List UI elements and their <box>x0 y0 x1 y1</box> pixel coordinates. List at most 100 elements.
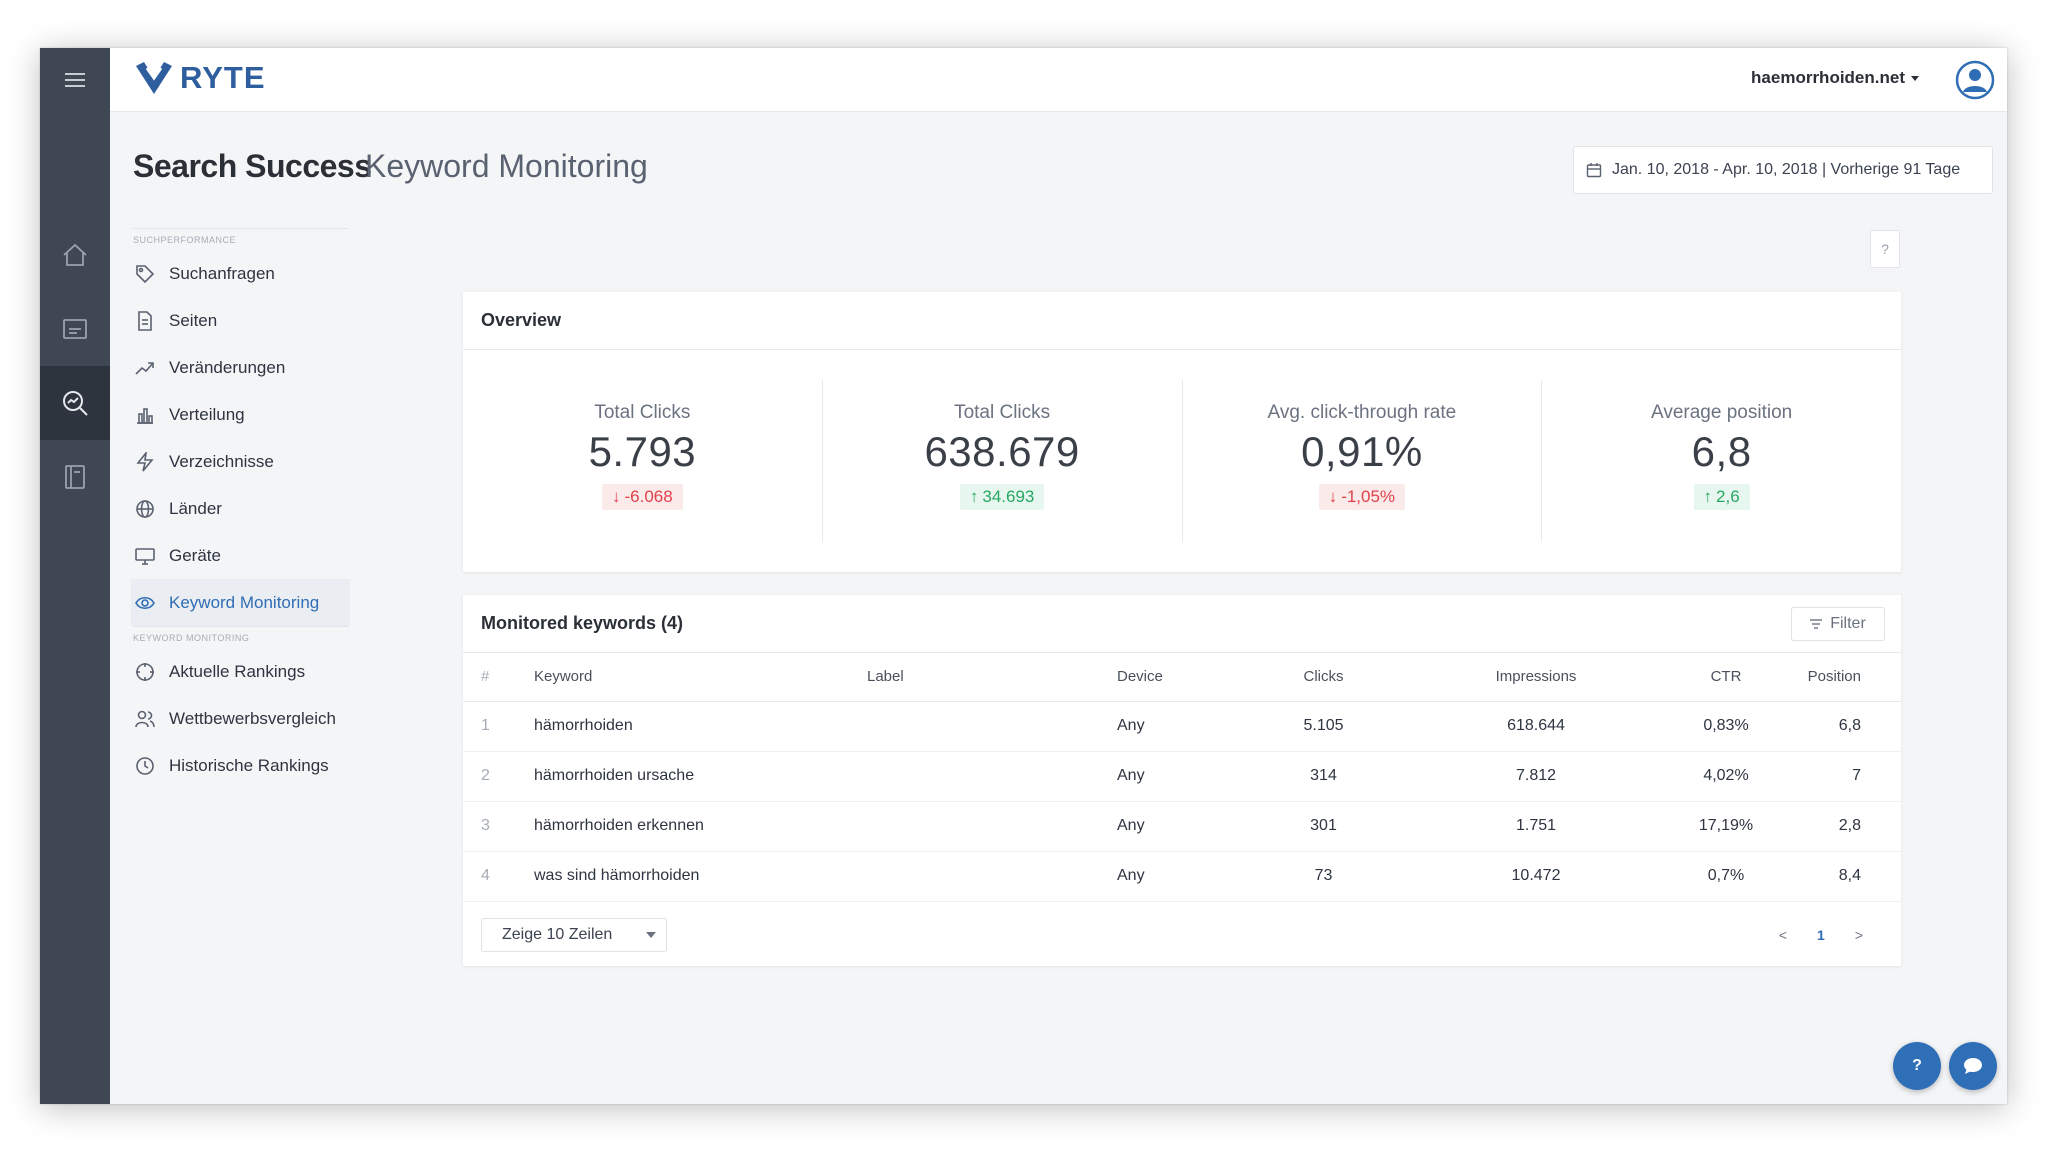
pagination-prev-button[interactable]: < <box>1778 927 1788 943</box>
menu-toggle-button[interactable] <box>40 48 110 112</box>
rows-per-page-select[interactable]: Zeige 10 Zeilen <box>481 918 667 952</box>
domain-selector[interactable]: haemorrhoiden.net <box>1751 68 1919 88</box>
row-number: 4 <box>463 851 533 902</box>
sidebar-item-suchanfragen[interactable]: Suchanfragen <box>133 250 348 297</box>
eye-icon <box>135 596 155 609</box>
sidebar-item-verteilung[interactable]: Verteilung <box>133 391 348 438</box>
stat-delta: ↑ 34.693 <box>959 484 1045 510</box>
chevron-down-icon <box>1911 75 1919 81</box>
stat-label: Avg. click-through rate <box>1267 402 1457 423</box>
sidebar-item-veraenderungen[interactable]: Veränderungen <box>133 344 348 391</box>
rail-reports-button[interactable] <box>40 440 110 514</box>
stat-delta-value: -1,05% <box>1341 487 1396 506</box>
user-icon <box>1955 60 1995 100</box>
user-avatar[interactable] <box>1955 60 1995 105</box>
sidebar-item-laender[interactable]: Länder <box>133 485 348 532</box>
sidebar-item-verzeichnisse[interactable]: Verzeichnisse <box>133 438 348 485</box>
keywords-table: # Keyword Label Device Clicks Impression… <box>463 653 1901 902</box>
row-clicks: 301 <box>1236 801 1411 852</box>
chevron-down-icon <box>646 932 656 938</box>
users-icon <box>135 710 155 727</box>
table-row[interactable]: 3 hämorrhoiden erkennen Any 301 1.751 17… <box>463 801 1901 852</box>
stat-delta: ↓ -1,05% <box>1318 484 1406 510</box>
row-impressions: 10.472 <box>1411 851 1661 902</box>
sidebar-item-seiten[interactable]: Seiten <box>133 297 348 344</box>
column-header-device[interactable]: Device <box>1116 653 1236 702</box>
ryte-logo-icon <box>136 62 172 94</box>
row-ctr: 17,19% <box>1661 801 1791 852</box>
table-row[interactable]: 2 hämorrhoiden ursache Any 314 7.812 4,0… <box>463 751 1901 802</box>
sidebar-item-wettbewerbsvergleich[interactable]: Wettbewerbsvergleich <box>133 695 348 742</box>
stat-value: 6,8 <box>1691 428 1752 475</box>
sidebar-item-label: Seiten <box>169 310 218 330</box>
stat-total-clicks: Total Clicks 5.793 ↓ -6.068 <box>463 380 823 542</box>
column-header-position[interactable]: Position <box>1791 653 1901 702</box>
row-device: Any <box>1116 851 1236 902</box>
book-icon <box>65 465 85 489</box>
column-header-label[interactable]: Label <box>866 653 1116 702</box>
logo-text: RYTE <box>180 60 266 95</box>
sidebar-item-keyword-monitoring[interactable]: Keyword Monitoring <box>131 579 350 626</box>
stat-value: 5.793 <box>588 428 697 475</box>
sidebar-item-label: Verteilung <box>169 404 245 424</box>
pagination-page-button[interactable]: 1 <box>1817 927 1825 943</box>
sidebar-item-aktuelle-rankings[interactable]: Aktuelle Rankings <box>133 648 348 695</box>
rail-inbox-button[interactable] <box>40 292 110 366</box>
help-fab-button[interactable]: ? <box>1893 1042 1941 1090</box>
sidebar-item-historische-rankings[interactable]: Historische Rankings <box>133 742 348 789</box>
arrow-down-icon: ↓ <box>1328 487 1338 506</box>
filter-button[interactable]: Filter <box>1791 606 1885 641</box>
row-ctr: 4,02% <box>1661 751 1791 802</box>
column-header-number[interactable]: # <box>463 653 533 702</box>
date-range-picker[interactable]: Jan. 10, 2018 - Apr. 10, 2018 | Vorherig… <box>1573 146 1993 194</box>
rows-per-page-label: Zeige 10 Zeilen <box>502 926 613 943</box>
domain-selector-label: haemorrhoiden.net <box>1751 68 1905 87</box>
column-header-clicks[interactable]: Clicks <box>1236 653 1411 702</box>
keywords-title: Monitored keywords (4) <box>481 613 684 633</box>
hamburger-icon <box>65 73 85 87</box>
trend-up-icon <box>135 361 154 375</box>
date-range-label: Jan. 10, 2018 - Apr. 10, 2018 | Vorherig… <box>1612 161 1961 178</box>
app-window: RYTE haemorrhoiden.net Search Success Ke… <box>40 48 2007 1104</box>
chat-fab-button[interactable] <box>1949 1042 1997 1090</box>
column-header-ctr[interactable]: CTR <box>1661 653 1791 702</box>
sidebar-item-label: Aktuelle Rankings <box>169 661 306 681</box>
row-keyword: was sind hämorrhoiden <box>533 851 866 902</box>
row-label <box>866 701 1116 752</box>
row-label <box>866 751 1116 802</box>
page-help-button[interactable]: ? <box>1870 230 1900 268</box>
row-label <box>866 851 1116 902</box>
row-label <box>866 801 1116 852</box>
sidebar-item-label: Suchanfragen <box>169 263 275 283</box>
arrow-up-icon: ↑ <box>1703 487 1713 506</box>
table-row[interactable]: 1 hämorrhoiden Any 5.105 618.644 0,83% 6… <box>463 701 1901 752</box>
tag-icon <box>136 264 155 283</box>
sidebar-item-label: Geräte <box>169 545 221 565</box>
rail-search-success-button[interactable] <box>40 366 110 440</box>
column-header-impressions[interactable]: Impressions <box>1411 653 1661 702</box>
document-icon <box>138 310 152 331</box>
filter-button-label: Filter <box>1830 614 1866 632</box>
monitored-keywords-card: Monitored keywords (4) Filter # Keyword … <box>463 595 1901 966</box>
row-position: 2,8 <box>1791 801 1901 852</box>
row-position: 7 <box>1791 751 1901 802</box>
table-row[interactable]: 4 was sind hämorrhoiden Any 73 10.472 0,… <box>463 851 1901 902</box>
row-position: 6,8 <box>1791 701 1901 752</box>
row-number: 3 <box>463 801 533 852</box>
stat-delta: ↑ 2,6 <box>1693 484 1750 510</box>
column-header-keyword[interactable]: Keyword <box>533 653 866 702</box>
row-keyword: hämorrhoiden ursache <box>533 751 866 802</box>
row-ctr: 0,83% <box>1661 701 1791 752</box>
inbox-icon <box>63 319 87 339</box>
pagination-next-button[interactable]: > <box>1854 927 1863 943</box>
rail-home-button[interactable] <box>40 218 110 292</box>
sidebar-item-geraete[interactable]: Geräte <box>133 532 348 579</box>
sidebar-item-label: Keyword Monitoring <box>169 592 320 612</box>
sidebar-item-label: Verzeichnisse <box>169 451 274 471</box>
table-header-row: # Keyword Label Device Clicks Impression… <box>463 653 1901 702</box>
row-device: Any <box>1116 701 1236 752</box>
calendar-icon <box>1586 163 1602 178</box>
ryte-logo[interactable]: RYTE <box>134 60 266 96</box>
row-device: Any <box>1116 751 1236 802</box>
page-subtitle: Keyword Monitoring <box>365 148 648 184</box>
